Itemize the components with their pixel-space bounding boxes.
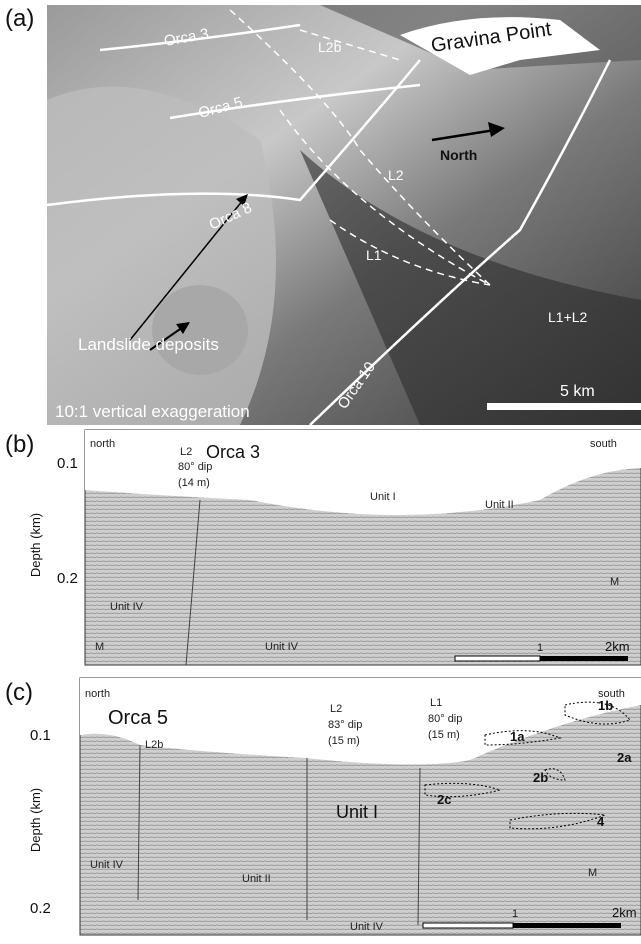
side-label: north — [90, 438, 115, 450]
unit-label: Unit II — [485, 499, 514, 511]
unit-label: Unit IV — [110, 601, 144, 613]
fault-label: L1+L2 — [548, 309, 588, 325]
fault-label: (15 m) — [328, 735, 360, 747]
feature-label: Landslide deposits — [78, 335, 219, 354]
scale-label: 1 — [512, 908, 518, 920]
caption: 10:1 vertical exaggeration — [55, 402, 250, 421]
fault-label: 80° dip — [178, 461, 212, 473]
fault-label: (15 m) — [428, 729, 460, 741]
figure: (a) Orca 3 Orca 5 Orca 8 Orca 10 L2b L2 … — [0, 0, 641, 939]
direction-label: North — [440, 147, 477, 163]
y-tick-label: 0.1 — [57, 455, 78, 472]
fault-label: L2 — [388, 167, 404, 183]
unit-label: Unit I — [336, 802, 378, 822]
fault-label: L2 — [180, 446, 192, 458]
unit-label: Unit IV — [90, 859, 124, 871]
fault-label: L2b — [318, 39, 342, 55]
body-label: 4 — [597, 814, 605, 829]
unit-label: Unit II — [242, 873, 271, 885]
y-tick-label: 0.1 — [30, 727, 51, 744]
body-label: 1a — [510, 729, 525, 744]
scale-label: 2km — [605, 639, 630, 654]
profile-title: Orca 5 — [108, 707, 168, 729]
fault-label: L2 — [330, 703, 342, 715]
unit-label: Unit I — [370, 491, 396, 503]
unit-label: M — [95, 641, 104, 653]
body-label: 2b — [533, 770, 548, 785]
fault-label: L2b — [145, 739, 163, 751]
scale-label: 2km — [612, 905, 637, 920]
fault-label: 80° dip — [428, 713, 462, 725]
unit-label: M — [588, 867, 597, 879]
panel-b-image — [85, 430, 641, 665]
side-label: south — [590, 438, 617, 450]
panel-label: (a) — [5, 5, 34, 32]
fault-label: L1 — [430, 697, 442, 709]
unit-label: Unit IV — [265, 641, 299, 653]
profile-title: Orca 3 — [206, 442, 260, 462]
fault-label: 83° dip — [328, 719, 362, 731]
body-label: 2c — [437, 792, 451, 807]
panel-a-image — [47, 5, 641, 425]
fault-label: (14 m) — [178, 477, 210, 489]
y-axis-label: Depth (km) — [28, 513, 43, 577]
body-label: 1b — [598, 698, 613, 713]
fault-label: L1 — [366, 247, 382, 263]
side-label: north — [85, 688, 110, 700]
unit-label: Unit IV — [350, 921, 384, 933]
scale-label: 1 — [537, 642, 543, 654]
panel-label: (c) — [5, 679, 33, 706]
y-tick-label: 0.2 — [30, 900, 51, 917]
scale-label: 5 km — [560, 383, 595, 400]
y-tick-label: 0.2 — [57, 570, 78, 587]
body-label: 2a — [617, 750, 632, 765]
unit-label: M — [610, 576, 619, 588]
y-axis-label: Depth (km) — [28, 788, 43, 852]
panel-label: (b) — [5, 431, 34, 458]
